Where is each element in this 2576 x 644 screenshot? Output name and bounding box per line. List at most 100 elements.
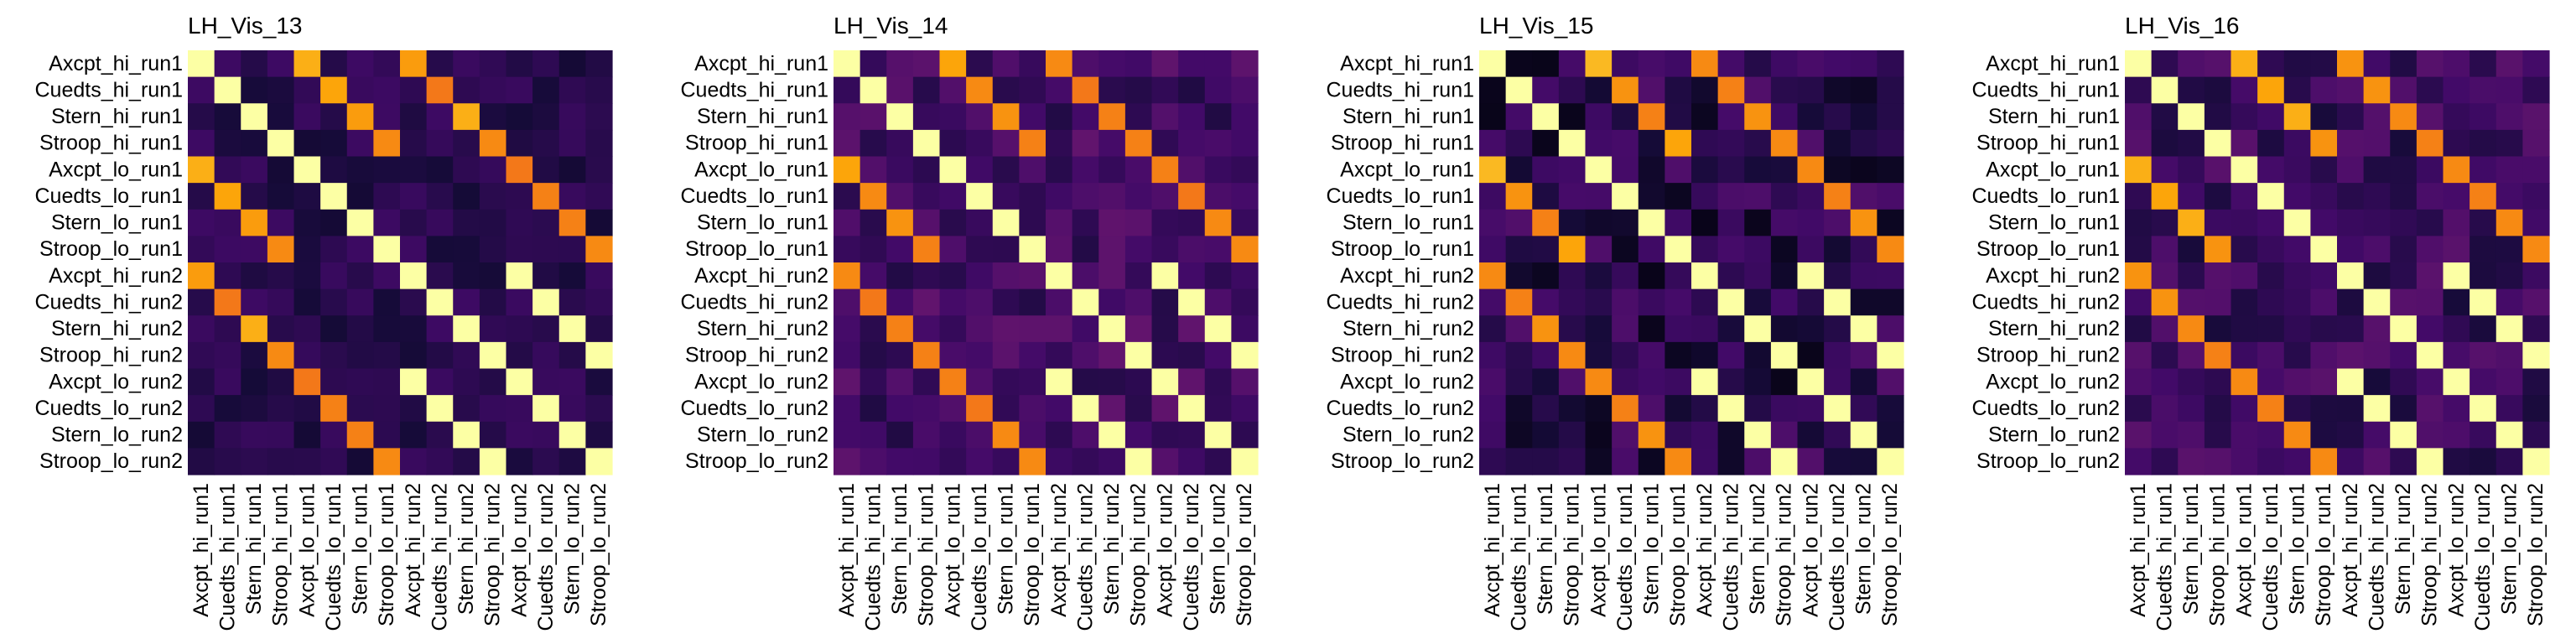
heatmap-cell — [1505, 421, 1533, 449]
heatmap-cell — [834, 262, 861, 290]
heatmap-cell — [2363, 395, 2391, 423]
heatmap-cell — [860, 236, 887, 263]
column-label: Stern_hi_run1 — [888, 483, 911, 615]
row-label: Stern_hi_run2 — [51, 317, 183, 340]
heatmap-cell — [2204, 209, 2232, 236]
column-label: Stern_lo_run2 — [561, 483, 584, 615]
heatmap-cell — [506, 209, 533, 236]
heatmap-cell — [2310, 236, 2338, 263]
heatmap-cell — [992, 448, 1020, 475]
heatmap-cell — [2178, 236, 2205, 263]
heatmap-cell — [2231, 448, 2258, 475]
heatmap-cell — [966, 315, 994, 343]
heatmap-cell — [1824, 103, 1852, 131]
heatmap-cell — [1717, 129, 1745, 158]
heatmap-cell — [1744, 262, 1772, 290]
heatmap-cell — [2151, 315, 2179, 343]
heatmap-cell — [1072, 315, 1099, 343]
heatmap-cell — [1098, 395, 1126, 423]
heatmap-cell — [860, 421, 887, 449]
row-label: Stern_lo_run2 — [1343, 423, 1474, 447]
heatmap-cell — [1585, 262, 1613, 290]
row-label: Stern_hi_run1 — [697, 105, 828, 128]
heatmap-cell — [1046, 129, 1073, 158]
heatmap-cell — [1505, 262, 1533, 290]
heatmap-cell — [1479, 341, 1507, 370]
heatmap-cell — [1505, 183, 1533, 210]
heatmap-cell — [585, 448, 613, 475]
row-label: Cuedts_hi_run1 — [680, 78, 828, 101]
heatmap-cell — [939, 448, 967, 475]
heatmap-cell — [188, 76, 216, 104]
column-label: Stern_hi_run1 — [242, 483, 266, 615]
heatmap-cell — [1691, 288, 1719, 316]
heatmap-cell — [2178, 129, 2205, 158]
heatmap-cell — [1098, 288, 1126, 316]
row-label: Cuedts_hi_run2 — [680, 290, 828, 314]
heatmap-cell — [2283, 50, 2311, 78]
heatmap-cell — [1072, 236, 1099, 263]
column-label: Cuedts_lo_run1 — [1613, 483, 1637, 631]
column-label: Stern_hi_run2 — [1100, 483, 1124, 615]
heatmap-cell — [241, 156, 268, 184]
heatmap-cell — [585, 209, 613, 236]
heatmap-cell — [188, 421, 216, 449]
heatmap-cell — [1744, 448, 1772, 475]
heatmap-cell — [267, 395, 295, 423]
heatmap-cell — [2231, 183, 2258, 210]
heatmap-cell — [293, 448, 321, 475]
heatmap-cell — [1558, 448, 1587, 475]
heatmap-cell — [992, 156, 1020, 184]
heatmap-cell — [1204, 288, 1232, 316]
heatmap-cell — [1665, 288, 1692, 316]
heatmap-cell — [912, 341, 941, 370]
heatmap-cell — [188, 341, 216, 370]
heatmap-cell — [1665, 368, 1692, 396]
heatmap-cell — [1505, 129, 1533, 158]
heatmap-cell — [2390, 288, 2418, 316]
heatmap-cell — [1665, 421, 1692, 449]
heatmap-cell — [912, 129, 941, 158]
heatmap-cell — [2337, 103, 2365, 131]
heatmap-cell — [2443, 288, 2470, 316]
heatmap-cell — [506, 288, 533, 316]
heatmap-cell — [1691, 341, 1719, 370]
heatmap-cell — [373, 236, 401, 263]
heatmap-cell — [966, 76, 994, 104]
heatmap-cell — [1824, 183, 1852, 210]
heatmap-cell — [1824, 368, 1852, 396]
heatmap-cell — [585, 395, 613, 423]
heatmap-cell — [558, 156, 586, 184]
heatmap-cell — [373, 368, 401, 396]
heatmap-cell — [1151, 395, 1179, 423]
heatmap-cell — [1046, 262, 1073, 290]
heatmap-cell — [2470, 262, 2497, 290]
heatmap-cell — [1479, 76, 1507, 104]
row-label: Cuedts_hi_run2 — [1326, 290, 1474, 314]
heatmap-cell — [2204, 448, 2232, 475]
heatmap-cell — [1585, 368, 1613, 396]
heatmap-cell — [426, 183, 454, 210]
heatmap-cell — [426, 76, 454, 104]
heatmap-cell — [373, 262, 401, 290]
heatmap-cell — [1770, 368, 1799, 396]
heatmap-cell — [1479, 103, 1507, 131]
row-label: Stroop_hi_run1 — [39, 132, 183, 155]
heatmap-cell — [2310, 341, 2338, 370]
heatmap-cell — [373, 50, 401, 78]
heatmap-cell — [320, 76, 348, 104]
heatmap-cell — [886, 183, 914, 210]
heatmap-cell — [939, 156, 967, 184]
heatmap-cell — [912, 368, 941, 396]
heatmap-cell — [1124, 103, 1153, 131]
heatmap-panel: LH_Vis_16Axcpt_hi_run1Axcpt_hi_run1Cuedt… — [1971, 13, 2550, 631]
heatmap-cell — [1178, 103, 1206, 131]
heatmap-cell — [2257, 156, 2285, 184]
heatmap-cell — [2283, 209, 2311, 236]
heatmap-cell — [1824, 209, 1852, 236]
heatmap-cell — [1019, 236, 1046, 263]
heatmap-cell — [2496, 421, 2523, 449]
heatmap-cell — [1824, 129, 1852, 158]
heatmap-cell — [400, 315, 428, 343]
heatmap-cell — [1850, 236, 1877, 263]
